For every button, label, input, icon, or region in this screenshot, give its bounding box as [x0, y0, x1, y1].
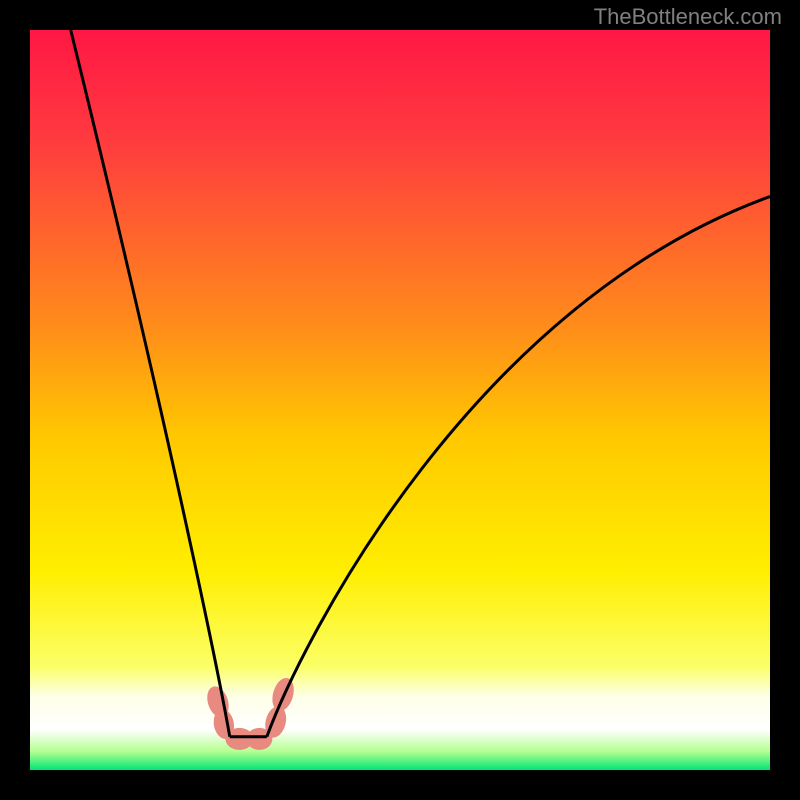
- gradient-background: [30, 30, 770, 770]
- plot-area: [30, 30, 770, 770]
- chart-svg: [30, 30, 770, 770]
- watermark-text: TheBottleneck.com: [594, 4, 782, 30]
